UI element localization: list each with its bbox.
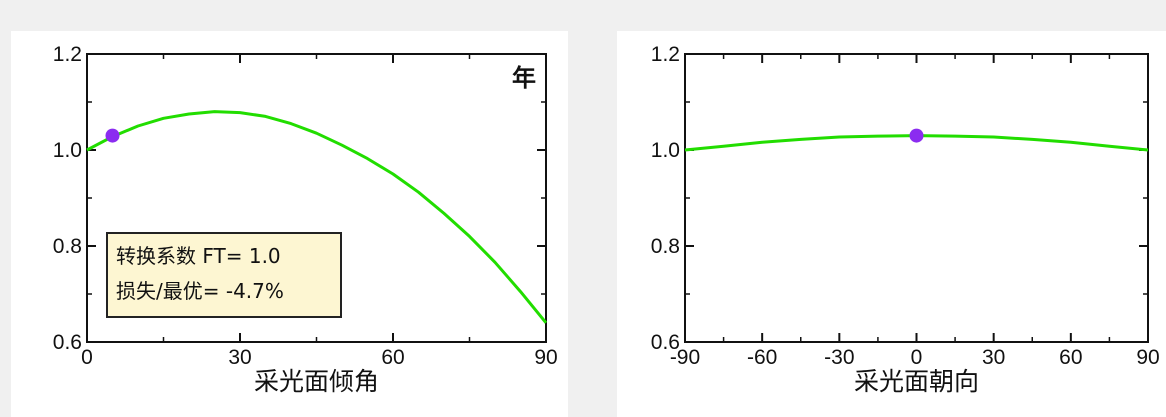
x-tick-label: 90: [1136, 346, 1159, 369]
x-axis-label: 采光面朝向: [854, 367, 979, 396]
period-label: 年: [512, 64, 536, 92]
azimuth-chart-panel: 0.6 0.8 1.0 1.2 -90 -60 -30 0 30 60 90 采光面朝向: [617, 31, 1166, 417]
x-tick-label: 90: [534, 346, 557, 369]
y-tick-label: 0.6: [651, 331, 680, 354]
azimuth-chart: 0.6 0.8 1.0 1.2 -90 -60 -30 0 30 60 90 采光面朝向: [651, 43, 1160, 396]
optimum-marker: [105, 128, 120, 143]
conversion-factor-text: 转换系数 FT= 1.0: [116, 244, 281, 268]
x-tick-label: 30: [228, 346, 251, 369]
loss-optimal-text: 损失/最优= -4.7%: [116, 279, 284, 303]
y-tick-label: 1.2: [651, 43, 680, 66]
series-line: [86, 110, 548, 324]
x-tick-label: -90: [670, 346, 700, 369]
x-tick-label: 0: [81, 346, 93, 369]
y-tick-label: 1.2: [53, 43, 82, 66]
y-tick-label: 0.8: [651, 235, 680, 258]
y-tick-label: 0.8: [53, 235, 82, 258]
x-tick-label: -30: [824, 346, 854, 369]
plot-frame: [684, 53, 1149, 343]
y-tick-label: 0.6: [53, 331, 82, 354]
y-tick-label: 1.0: [53, 139, 82, 162]
x-tick-label: 60: [1059, 346, 1082, 369]
x-tick-label: -60: [747, 346, 777, 369]
x-tick-label: 60: [381, 346, 404, 369]
optimum-marker: [909, 128, 924, 143]
info-box: 转换系数 FT= 1.0 损失/最优= -4.7%: [106, 232, 342, 318]
x-tick-label: 0: [911, 346, 923, 369]
x-tick-label: 30: [982, 346, 1005, 369]
tilt-chart: 0.6 0.8 1.0 1.2 0 30 60 90 采光面倾角 年: [53, 43, 558, 396]
x-axis-label: 采光面倾角: [254, 367, 379, 396]
y-tick-label: 1.0: [651, 139, 680, 162]
tilt-chart-panel: 0.6 0.8 1.0 1.2 0 30 60 90 采光面倾角 年 转换系数 FT= 1.0 损…: [11, 31, 568, 417]
